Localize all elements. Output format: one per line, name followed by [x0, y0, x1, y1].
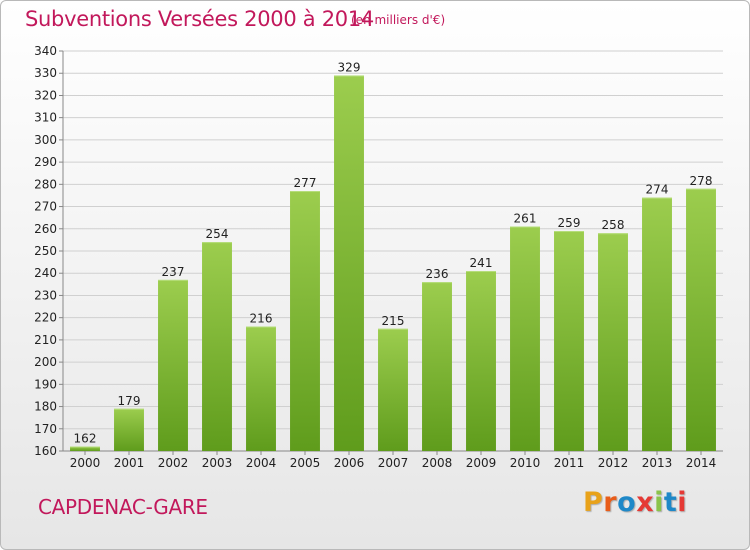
bars: [70, 75, 716, 451]
x-tick-label: 2004: [246, 456, 277, 470]
y-tick-label: 180: [34, 400, 57, 414]
bar-value-label: 277: [294, 176, 317, 190]
y-tick-label: 310: [34, 111, 57, 125]
logo-letter: P: [583, 487, 604, 518]
logo-letter: x: [636, 487, 655, 518]
bar-value-label: 162: [74, 432, 97, 446]
bar-value-label: 254: [206, 227, 229, 241]
x-tick-label: 2006: [334, 456, 365, 470]
x-tick-label: 2012: [598, 456, 629, 470]
x-tick-label: 2007: [378, 456, 409, 470]
city-name: CAPDENAC-GARE: [38, 495, 208, 519]
logo-letter: i: [654, 487, 664, 518]
logo-letter: t: [663, 487, 678, 518]
chart-title: Subventions Versées 2000 à 2014: [25, 7, 374, 31]
x-tick-label: 2002: [158, 456, 189, 470]
y-tick-label: 230: [34, 288, 57, 302]
x-tick-label: 2009: [466, 456, 497, 470]
y-tick-label: 160: [34, 444, 57, 458]
y-tick-label: 240: [34, 266, 57, 280]
y-tick-label: 200: [34, 355, 57, 369]
bar-value-label: 261: [514, 212, 537, 226]
bar: [378, 328, 408, 451]
axes: 160 170 180 190 200 210 220 230 240 250 260 270 280 2…: [34, 44, 723, 470]
y-tick-label: 280: [34, 177, 57, 191]
bar-value-label: 278: [690, 174, 713, 188]
bar: [334, 75, 364, 451]
y-tick-label: 330: [34, 66, 57, 80]
bar: [686, 188, 716, 451]
y-tick-label: 270: [34, 200, 57, 214]
logo-letter: o: [617, 487, 637, 518]
y-tick-label: 290: [34, 155, 57, 169]
bar-value-label: 179: [118, 394, 141, 408]
proxiti-logo[interactable]: Proxiti: [583, 487, 687, 518]
y-tick-label: 210: [34, 333, 57, 347]
bar: [466, 271, 496, 451]
x-tick-label: 2010: [510, 456, 541, 470]
y-tick-label: 260: [34, 222, 57, 236]
logo-letter: r: [603, 487, 618, 518]
bar-value-label: 236: [426, 267, 449, 281]
x-tick-label: 2000: [70, 456, 101, 470]
bar-value-label: 274: [646, 183, 669, 197]
bar: [642, 197, 672, 451]
bar-value-label: 329: [338, 60, 361, 74]
y-tick-label: 300: [34, 133, 57, 147]
bar-value-label: 259: [558, 216, 581, 230]
x-tick-label: 2005: [290, 456, 321, 470]
y-tick-label: 320: [34, 88, 57, 102]
x-tick-label: 2001: [114, 456, 145, 470]
bar-value-label: 215: [382, 314, 405, 328]
bar: [114, 408, 144, 451]
y-tick-label: 220: [34, 311, 57, 325]
bar-value-label: 216: [250, 312, 273, 326]
x-tick-label: 2013: [642, 456, 673, 470]
bar: [290, 191, 320, 451]
data-labels: 162 179 237 254 216 277 329 215 236 241 261 259 258 2…: [74, 60, 713, 445]
x-tick-label: 2014: [686, 456, 717, 470]
x-tick-label: 2003: [202, 456, 233, 470]
bar: [70, 446, 100, 451]
bar: [158, 279, 188, 451]
bar: [554, 231, 584, 451]
bar-value-label: 258: [602, 218, 625, 232]
bar: [202, 242, 232, 451]
y-tick-label: 190: [34, 377, 57, 391]
chart-unit-subtitle: (en milliers d'€): [351, 13, 446, 27]
bar: [246, 326, 276, 451]
y-tick-label: 340: [34, 44, 57, 58]
logo-letter: i: [677, 487, 688, 518]
y-tick-label: 250: [34, 244, 57, 258]
bar-value-label: 241: [470, 256, 493, 270]
x-tick-label: 2011: [554, 456, 585, 470]
x-tick-label: 2008: [422, 456, 453, 470]
y-tick-label: 170: [34, 422, 57, 436]
bar: [422, 282, 452, 451]
bar: [598, 233, 628, 451]
bar: [510, 226, 540, 451]
bar-value-label: 237: [162, 265, 185, 279]
